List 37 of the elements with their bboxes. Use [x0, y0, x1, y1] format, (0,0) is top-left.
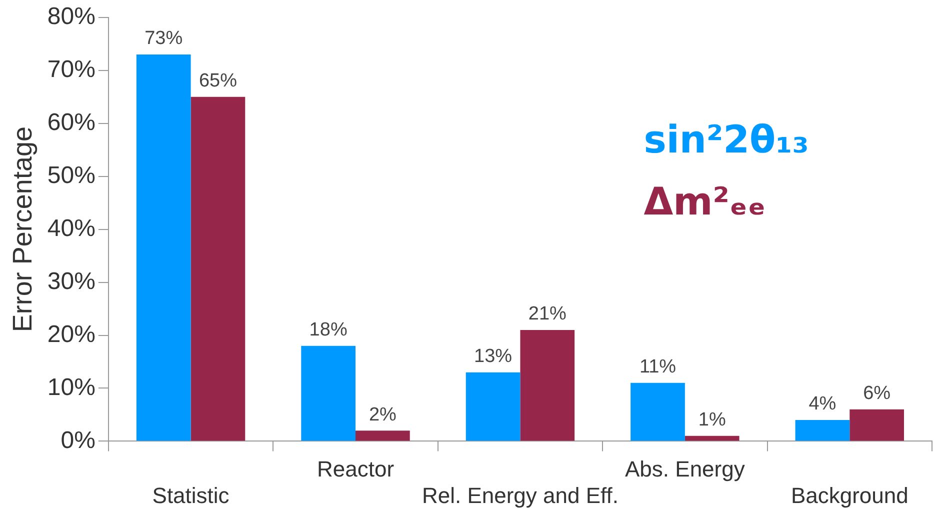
bar — [520, 330, 575, 441]
data-label: 6% — [863, 383, 891, 404]
y-tick-label: 10% — [47, 374, 96, 401]
text: sin²2θ₁₃ — [644, 117, 809, 162]
y-tick-label: 60% — [47, 108, 96, 136]
bar — [850, 409, 904, 441]
y-tick-label: 50% — [47, 162, 96, 189]
y-tick-label: 70% — [47, 56, 96, 83]
bar — [795, 420, 850, 441]
bar — [466, 372, 520, 441]
x-tick-label: Reactor — [316, 456, 394, 482]
data-label: 4% — [808, 394, 836, 415]
data-label: 65% — [198, 70, 238, 92]
data-label: 18% — [309, 320, 348, 341]
bar — [356, 430, 410, 441]
x-tick-label: Rel. Energy and Eff. — [422, 482, 618, 508]
data-label: 1% — [698, 410, 726, 431]
bar — [301, 346, 356, 441]
x-tick-label: Background — [790, 482, 908, 508]
data-label: 11% — [639, 356, 676, 378]
bar — [136, 54, 191, 441]
y-tick-label: 40% — [47, 214, 96, 242]
bar — [190, 96, 246, 441]
bar — [630, 382, 685, 441]
x-tick-label: Statistic — [152, 482, 230, 508]
data-label: 2% — [368, 404, 397, 426]
bar — [684, 436, 740, 441]
data-label: 21% — [528, 304, 567, 325]
y-tick-label: 80% — [47, 3, 96, 30]
y-tick-label: 20% — [47, 320, 96, 348]
text: Δm²ₑₑ — [644, 179, 766, 224]
x-tick-label: Abs. Energy — [625, 456, 745, 482]
y-tick-label: 30% — [47, 268, 96, 295]
y-tick-label: 0% — [60, 426, 96, 454]
data-label: 13% — [474, 346, 512, 368]
y-axis-title: Error Percentage — [8, 126, 38, 332]
data-label: 73% — [144, 28, 183, 50]
